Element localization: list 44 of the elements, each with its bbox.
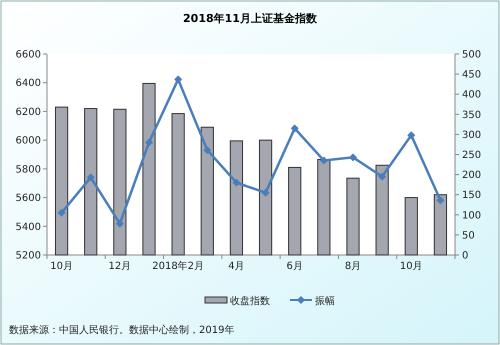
point	[290, 124, 299, 132]
point	[116, 220, 124, 228]
y2-tick-label: 500	[462, 50, 482, 60]
point	[203, 146, 212, 154]
y-tick-label: 6600	[16, 50, 41, 60]
y2-tick-label: 200	[462, 170, 482, 182]
x-tick-label: 2018年2月	[152, 260, 204, 272]
legend-label: 振幅	[315, 295, 335, 307]
x-tick-label: 10月	[50, 261, 73, 272]
y-tick-label: 5200	[16, 250, 41, 262]
x-tick-label: 4月	[228, 261, 245, 272]
point	[378, 172, 386, 181]
x-tick-label: 10月	[400, 261, 423, 272]
point	[262, 188, 270, 197]
x-tick-label: 12月	[108, 261, 132, 272]
y2-tick-label: 100	[462, 210, 482, 222]
chart-title: 2018年11月上证基金指数	[183, 12, 318, 25]
y-tick-label: 6000	[16, 136, 41, 147]
x-tick-label: 8月	[344, 261, 362, 272]
x-tick-label: 6月	[286, 261, 303, 272]
point	[174, 75, 182, 84]
y-tick-label: 5600	[16, 193, 41, 204]
point	[58, 208, 66, 217]
y2-tick-label: 50	[462, 230, 475, 242]
y2-tick-label: 0	[462, 250, 468, 262]
legend-label: 收盘指数	[230, 295, 270, 307]
y-tick-label: 5800	[16, 164, 41, 176]
source-note: 数据来源：中国人民银行。数据中心绘制，2019年	[9, 324, 234, 336]
y2-tick-label: 300	[462, 130, 482, 141]
y-tick-label: 5400	[16, 222, 41, 233]
point	[320, 156, 328, 165]
y-tick-label: 6400	[16, 78, 41, 90]
point	[349, 153, 357, 162]
point	[232, 178, 240, 187]
y2-tick-label: 150	[462, 190, 482, 202]
y2-tick-label: 350	[462, 110, 482, 121]
point	[407, 131, 416, 140]
y2-tick-label: 450	[462, 70, 482, 81]
y-tick-label: 6200	[16, 106, 41, 118]
point	[145, 138, 153, 146]
y2-tick-label: 400	[462, 90, 482, 101]
point	[86, 173, 95, 182]
point	[436, 196, 444, 204]
y2-tick-label: 250	[462, 150, 482, 161]
